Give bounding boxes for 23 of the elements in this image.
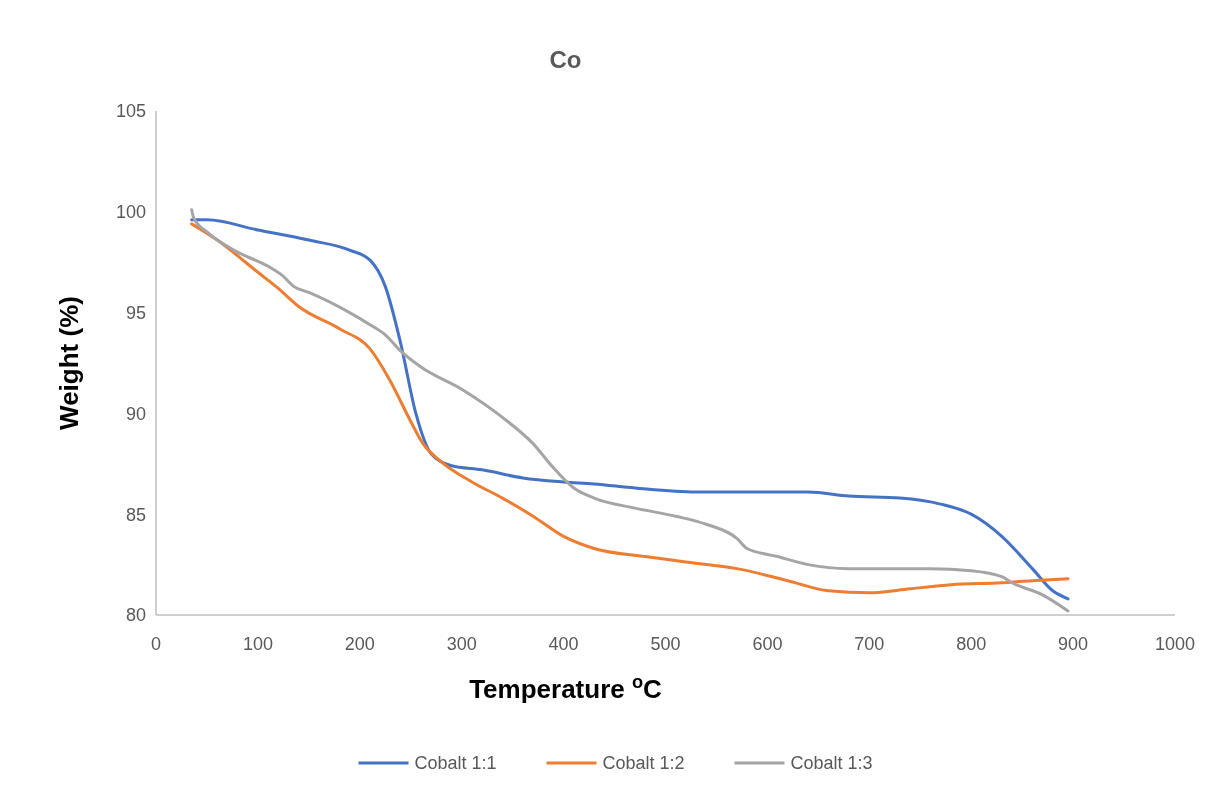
x-axis-title: Temperature $^{o}$C (469, 672, 663, 704)
x-tick-label: 800 (956, 634, 987, 654)
x-tick-label: 500 (650, 634, 681, 654)
y-tick-label: 80 (125, 605, 146, 626)
x-tick-label: 200 (344, 634, 375, 654)
x-tick-label: 700 (854, 634, 885, 654)
chart-title: Co (549, 46, 582, 73)
y-axis-title: Weight (%) (54, 296, 84, 430)
x-tick-label: 100 (242, 634, 273, 654)
x-tick-label: 400 (548, 634, 579, 654)
x-tick-label: 900 (1058, 634, 1089, 654)
legend-label: Cobalt 1:2 (602, 753, 685, 774)
legend-label: Cobalt 1:1 (414, 753, 497, 774)
y-tick-label: 105 (115, 101, 146, 122)
y-tick-label: 90 (125, 403, 146, 424)
legend-label: Cobalt 1:3 (790, 753, 873, 774)
x-tick-label: 300 (446, 634, 477, 654)
x-tick-label: 1000 (1154, 634, 1196, 654)
x-tick-label: 0 (150, 634, 162, 654)
x-tick-label: 600 (752, 634, 783, 654)
y-tick-label: 95 (125, 302, 146, 323)
y-tick-label: 100 (115, 202, 146, 223)
y-tick-label: 85 (125, 504, 146, 525)
